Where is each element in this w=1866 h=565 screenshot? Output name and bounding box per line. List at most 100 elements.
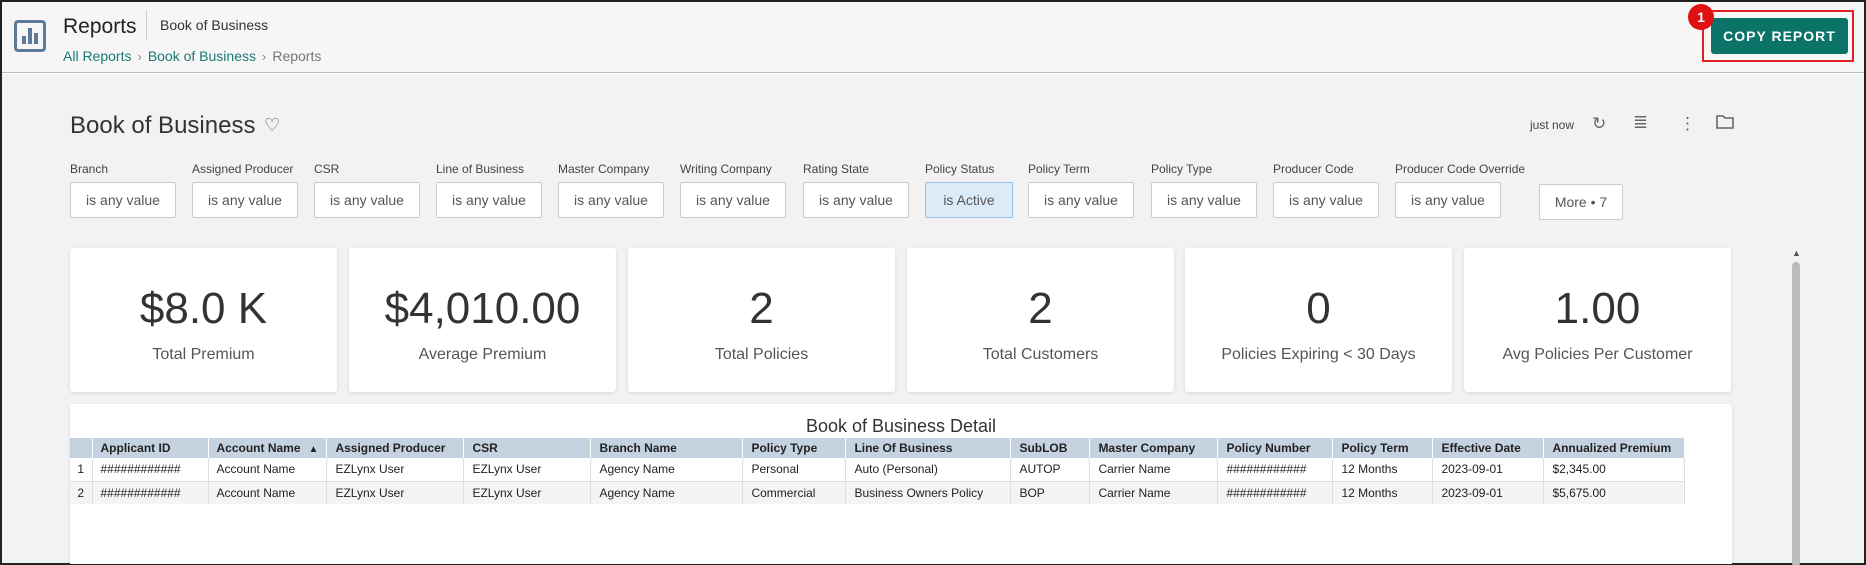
column-header-sublob[interactable]: SubLOB bbox=[1010, 438, 1091, 458]
column-header-annualized-premium[interactable]: Annualized Premium bbox=[1543, 438, 1686, 458]
column-header-branch-name[interactable]: Branch Name bbox=[590, 438, 744, 458]
filter-value-box[interactable]: is any value bbox=[803, 182, 909, 218]
filter-value-box[interactable]: is any value bbox=[436, 182, 542, 218]
filter-producer-code: Producer Code is any value bbox=[1273, 162, 1379, 218]
detail-table-title: Book of Business Detail bbox=[805, 416, 997, 436]
column-header-applicant-id[interactable]: Applicant ID bbox=[92, 438, 209, 458]
table-cell: BOP bbox=[1010, 481, 1091, 504]
copy-report-button[interactable]: COPY REPORT bbox=[1711, 18, 1848, 54]
table-cell: $5,675.00 bbox=[1543, 481, 1686, 504]
filter-value-box[interactable]: is any value bbox=[680, 182, 786, 218]
column-header-csr[interactable]: CSR bbox=[463, 438, 592, 458]
filter-csr: CSR is any value bbox=[314, 162, 420, 218]
column-header-policy-type[interactable]: Policy Type bbox=[742, 438, 847, 458]
filter-label: Producer Code bbox=[1273, 162, 1354, 176]
table-cell: EZLynx User bbox=[463, 458, 592, 482]
breadcrumb: All Reports › Book of Business › Reports bbox=[63, 48, 321, 64]
chevron-right-icon: › bbox=[261, 48, 267, 64]
kpi-value: 1.00 bbox=[1554, 284, 1641, 333]
breadcrumb-reports: Reports bbox=[272, 48, 322, 64]
filter-rating-state: Rating State is any value bbox=[803, 162, 909, 218]
filter-master-company: Master Company is any value bbox=[558, 162, 664, 218]
filter-producer-code-override: Producer Code Override is any value bbox=[1395, 162, 1525, 218]
detail-table: Applicant ID Account Name ▲ Assigned Prod… bbox=[70, 438, 1686, 504]
chevron-right-icon: › bbox=[137, 48, 142, 64]
copy-report-highlight bbox=[1702, 10, 1854, 62]
filter-value-box[interactable]: is any value bbox=[1273, 182, 1379, 218]
dashboard-scrollbar[interactable]: ▲ bbox=[1791, 248, 1801, 565]
kpi-label: Total Premium bbox=[152, 346, 255, 363]
filter-label: Line of Business bbox=[436, 162, 525, 176]
kpi-card-average-premium: $4,010.00 Average Premium bbox=[349, 248, 616, 392]
filter-label: Rating State bbox=[803, 162, 870, 176]
table-cell: 2023-09-01 bbox=[1432, 458, 1545, 482]
filter-policy-status: Policy Status is Active bbox=[925, 162, 1013, 218]
table-row[interactable]: 2 ############ Account Name EZLynx User … bbox=[70, 481, 1686, 504]
dashboard-area: Book of Business ♡ just now ↻ ≣ ⋮ Branch… bbox=[2, 74, 1864, 565]
filter-value-box[interactable]: is any value bbox=[1395, 182, 1501, 218]
filter-policy-type: Policy Type is any value bbox=[1151, 162, 1257, 218]
scroll-thumb[interactable] bbox=[1792, 262, 1800, 565]
refresh-icon[interactable]: ↻ bbox=[1592, 114, 1607, 133]
table-header-row: Applicant ID Account Name ▲ Assigned Prod… bbox=[70, 438, 1686, 458]
kpi-value: $8.0 K bbox=[139, 284, 268, 333]
filter-label: Master Company bbox=[558, 162, 650, 176]
top-header: Reports Book of Business All Reports › B… bbox=[2, 2, 1864, 73]
reports-chart-icon bbox=[14, 20, 46, 52]
filter-policy-term: Policy Term is any value bbox=[1028, 162, 1134, 218]
filter-label: Policy Status bbox=[925, 162, 995, 176]
kpi-value: 0 bbox=[1306, 284, 1331, 333]
dashboard-title: Book of Business bbox=[70, 112, 256, 139]
filter-label: Branch bbox=[70, 162, 109, 176]
filter-label: Policy Term bbox=[1028, 162, 1090, 176]
filter-label: CSR bbox=[314, 162, 340, 176]
more-vert-icon[interactable]: ⋮ bbox=[1679, 114, 1696, 133]
filter-value-box[interactable]: is any value bbox=[558, 182, 664, 218]
scroll-up-icon[interactable]: ▲ bbox=[1792, 248, 1801, 258]
table-cell: Agency Name bbox=[590, 458, 744, 482]
filter-assigned-producer: Assigned Producer is any value bbox=[192, 162, 298, 218]
column-header-effective-date[interactable]: Effective Date bbox=[1432, 438, 1545, 458]
kpi-label: Total Customers bbox=[982, 346, 1099, 363]
column-header-line-of-business[interactable]: Line Of Business bbox=[845, 438, 1012, 458]
column-header-policy-term[interactable]: Policy Term bbox=[1332, 438, 1434, 458]
table-row[interactable]: 1 ############ Account Name EZLynx User … bbox=[70, 458, 1686, 482]
table-cell: ############ bbox=[92, 481, 209, 504]
table-cell: Auto (Personal) bbox=[845, 458, 1012, 482]
favorite-heart-icon[interactable]: ♡ bbox=[264, 115, 281, 135]
filter-value-box[interactable]: is any value bbox=[1028, 182, 1134, 218]
filter-writing-company: Writing Company is any value bbox=[680, 162, 786, 218]
filter-value-box[interactable]: is any value bbox=[192, 182, 298, 218]
sort-ascending-icon[interactable]: ▲ bbox=[308, 444, 319, 455]
more-filters-button[interactable]: More • 7 bbox=[1539, 184, 1623, 220]
detail-table-panel: Book of Business Detail Applicant ID Acc… bbox=[70, 404, 1732, 564]
row-index: 2 bbox=[70, 481, 93, 504]
column-header-label: Account Name bbox=[216, 441, 301, 455]
filter-value-box[interactable]: is any value bbox=[314, 182, 420, 218]
column-header-account-name[interactable]: Account Name ▲ bbox=[208, 438, 328, 458]
column-header-master-company[interactable]: Master Company bbox=[1089, 438, 1219, 458]
table-cell: Business Owners Policy bbox=[845, 481, 1012, 504]
column-header-policy-number[interactable]: Policy Number bbox=[1217, 438, 1334, 458]
breadcrumb-book-of-business[interactable]: Book of Business bbox=[147, 48, 256, 64]
table-cell: Account Name bbox=[208, 458, 328, 482]
breadcrumb-all-reports[interactable]: All Reports bbox=[63, 48, 132, 64]
filter-icon[interactable]: ≣ bbox=[1633, 112, 1649, 132]
table-cell: EZLynx User bbox=[326, 458, 465, 482]
table-cell: 12 Months bbox=[1332, 458, 1434, 482]
column-header-assigned-producer[interactable]: Assigned Producer bbox=[326, 438, 465, 458]
table-cell: AUTOP bbox=[1010, 458, 1091, 482]
table-cell: 2023-09-01 bbox=[1432, 481, 1545, 504]
folder-icon[interactable] bbox=[1716, 114, 1734, 134]
filter-value-box-active[interactable]: is Active bbox=[925, 182, 1013, 218]
kpi-value: 2 bbox=[749, 284, 774, 333]
filter-value-box[interactable]: is any value bbox=[1151, 182, 1257, 218]
table-cell: ############ bbox=[1217, 481, 1334, 504]
filter-branch: Branch is any value bbox=[70, 162, 176, 218]
kpi-label: Avg Policies Per Customer bbox=[1502, 346, 1693, 363]
step-badge: 1 bbox=[1688, 4, 1714, 30]
kpi-card-total-policies: 2 Total Policies bbox=[628, 248, 895, 392]
filter-value-box[interactable]: is any value bbox=[70, 182, 176, 218]
kpi-value: $4,010.00 bbox=[384, 284, 581, 333]
last-updated-text: just now bbox=[1530, 118, 1575, 132]
